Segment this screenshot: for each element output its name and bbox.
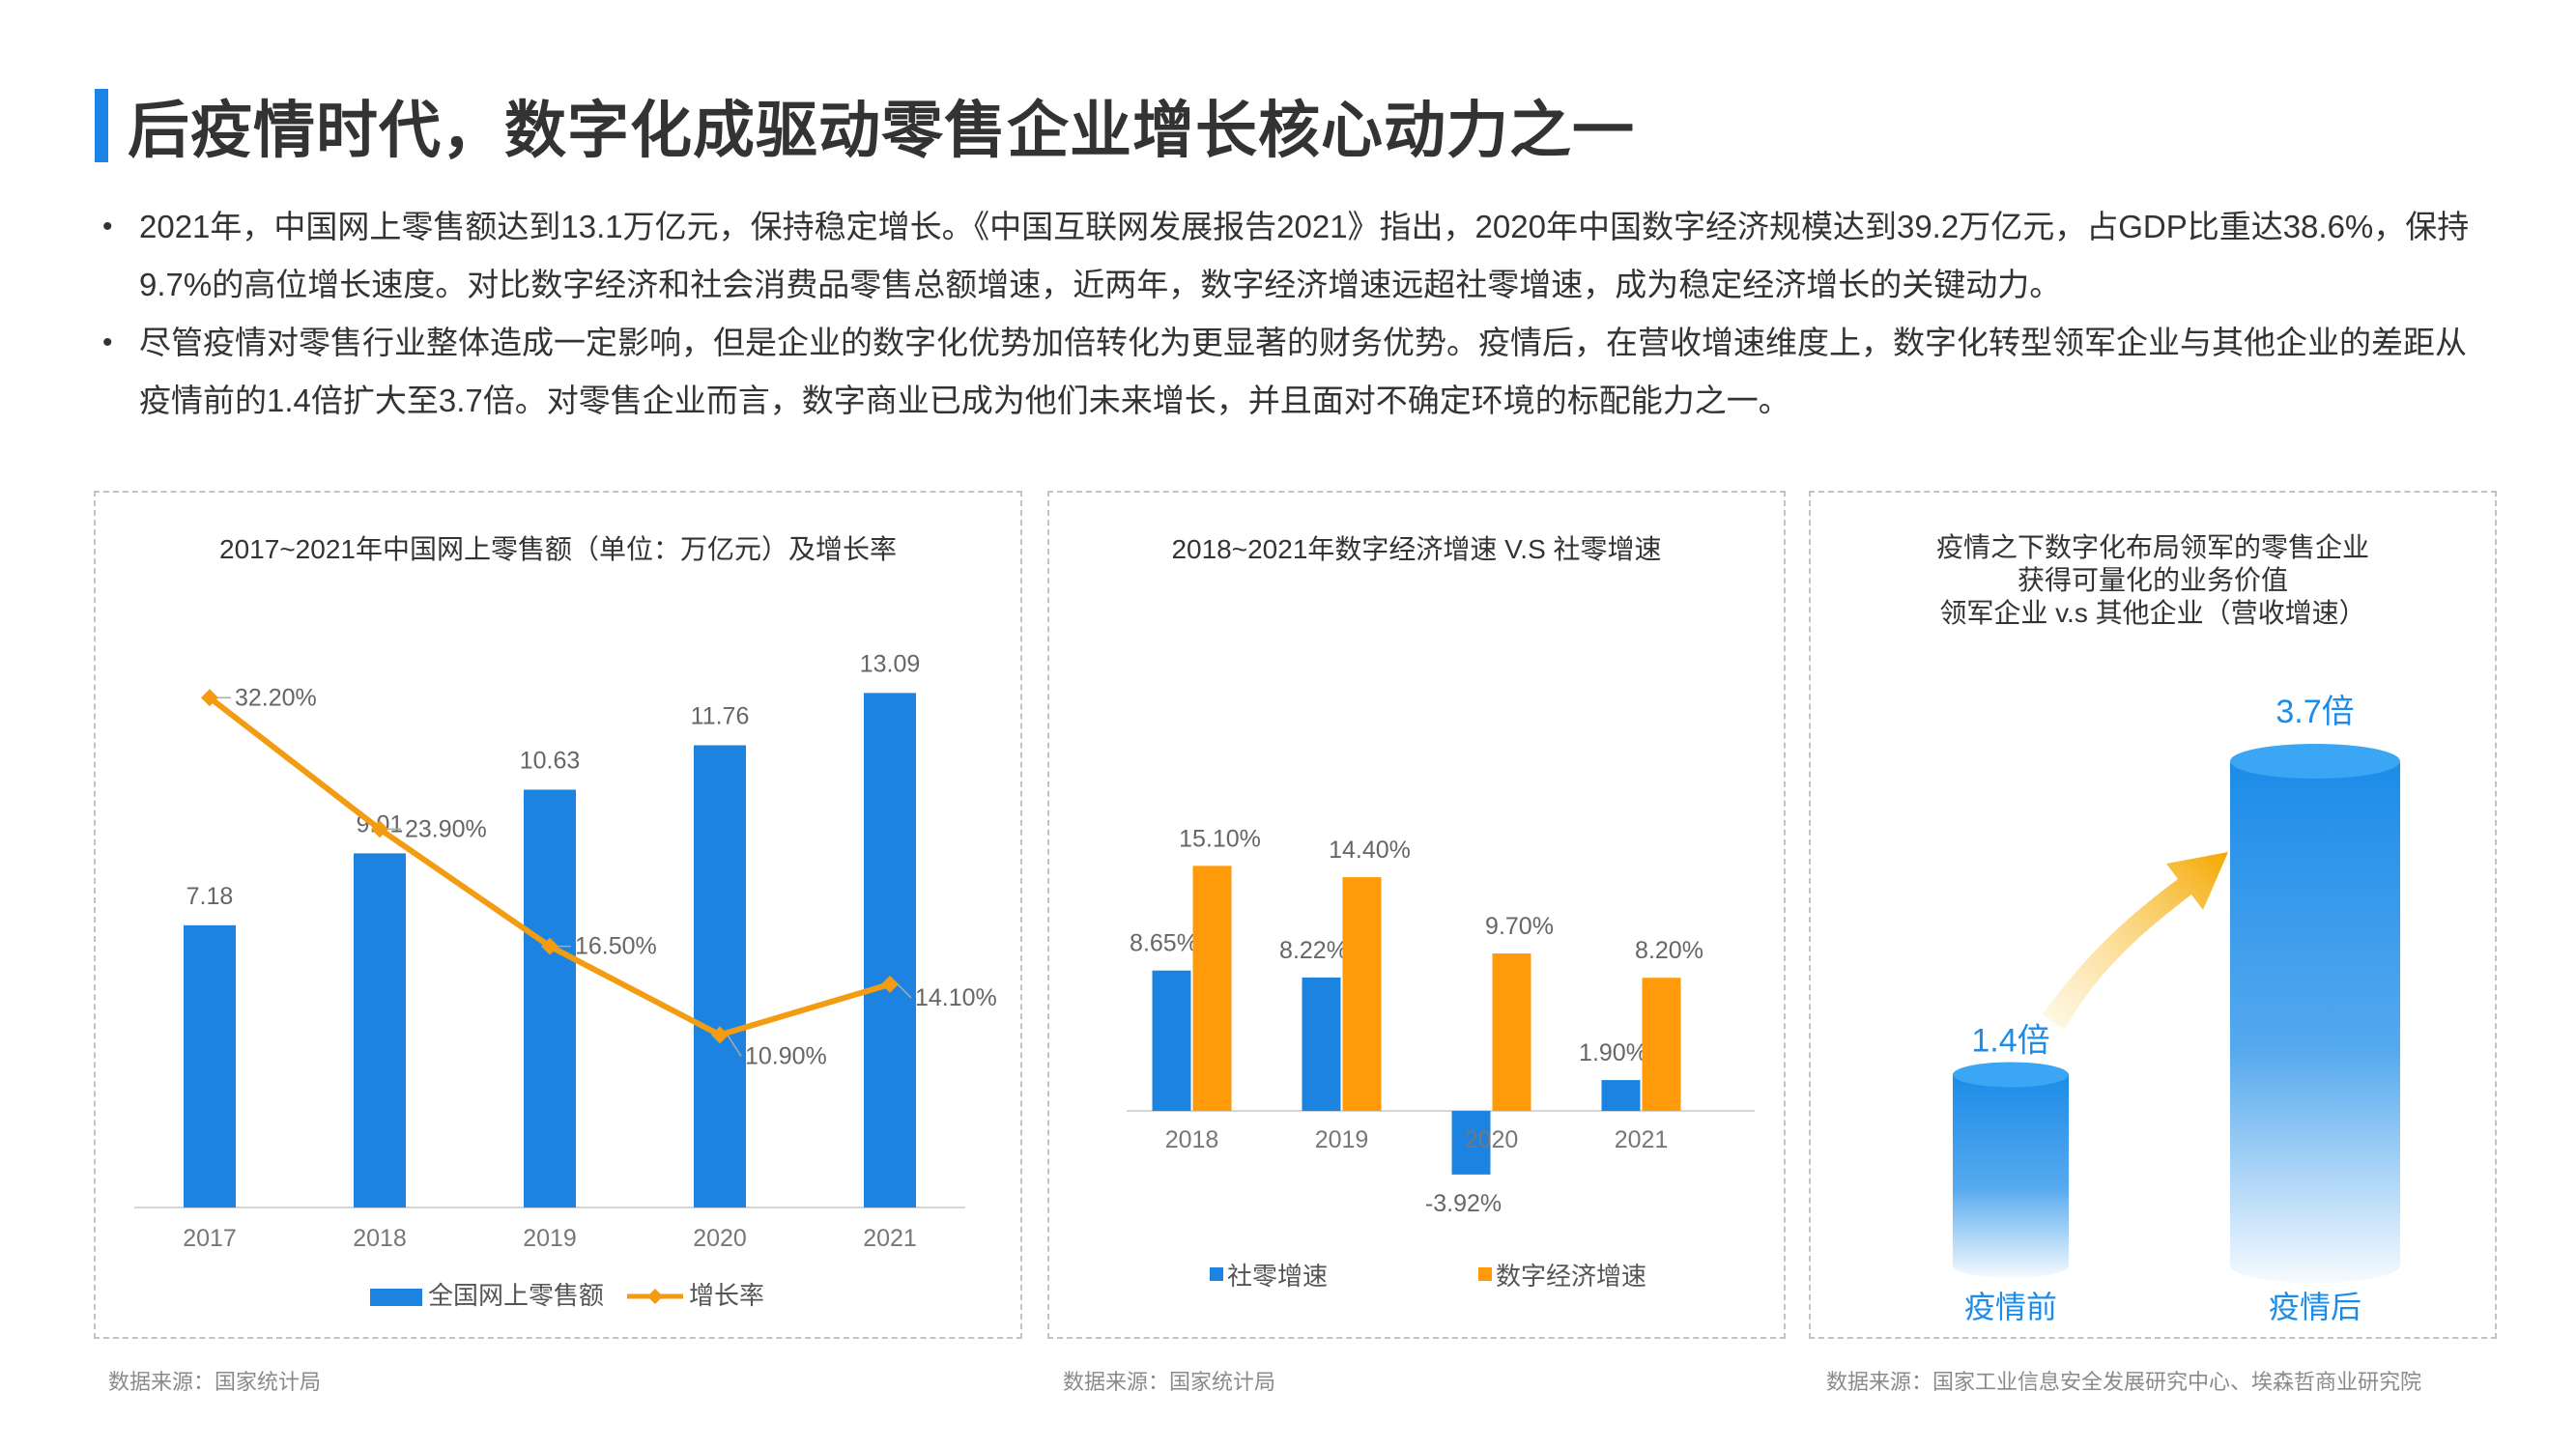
bar xyxy=(1152,970,1191,1111)
x-tick-label: 2021 xyxy=(1615,1126,1669,1153)
x-tick-label: 2021 xyxy=(863,1225,917,1252)
legend-marker xyxy=(647,1289,663,1304)
bullet-text: 2021年，中国网上零售额达到13.1万亿元，保持稳定增长。《中国互联网发展报告… xyxy=(139,209,2470,302)
cylinder-bar xyxy=(2230,761,2400,1283)
chart-title: 2017~2021年中国网上零售额（单位：万亿元）及增长率 xyxy=(219,534,897,564)
line-data-label: 23.90% xyxy=(405,815,487,842)
bullet-item: • 尽管疫情对零售行业整体造成一定影响，但是企业的数字化优势加倍转化为更显著的财… xyxy=(97,314,2493,430)
chart-title-line: 领军企业 v.s 其他企业（营收增速） xyxy=(1939,598,2366,628)
line-marker xyxy=(201,689,218,707)
bar-data-label: -3.92% xyxy=(1425,1190,1502,1217)
bar xyxy=(1642,978,1681,1111)
bar-data-label: 7.18 xyxy=(186,883,234,910)
growth-compare-chart: 8.65% 15.10% 2018 8.22% 14.40% 2019 -3.92% 9.70… xyxy=(1127,825,1755,1291)
x-tick-label: 2020 xyxy=(1465,1126,1519,1153)
leader-value-chart-panel: 疫情之下数字化布局领军的零售企业 获得可量化的业务价值 领军企业 v.s 其他企… xyxy=(1809,491,2497,1339)
online-retail-chart-panel: 2017~2021年中国网上零售额（单位：万亿元）及增长率 7.1820179.… xyxy=(94,491,1022,1339)
line-data-label: 16.50% xyxy=(575,933,657,960)
legend-label: 全国网上零售额 xyxy=(428,1281,604,1310)
bar xyxy=(354,853,406,1208)
cylinder-top xyxy=(1953,1062,2069,1088)
bar xyxy=(1192,866,1232,1111)
legend-label: 增长率 xyxy=(689,1281,764,1310)
bar-data-label: 1.4倍 xyxy=(1971,1022,2049,1059)
chart-title-line: 获得可量化的业务价值 xyxy=(2017,565,2288,595)
x-tick-label: 2017 xyxy=(183,1225,237,1252)
source-note: 数据来源：国家工业信息安全发展研究中心、埃森哲商业研究院 xyxy=(1826,1370,2422,1394)
line-marker xyxy=(711,1026,729,1044)
bar xyxy=(184,924,236,1208)
bar xyxy=(524,789,576,1208)
online-retail-chart: 7.1820179.01201810.63201911.76202013.092… xyxy=(134,650,997,1310)
chart-title: 2018~2021年数字经济增速 V.S 社零增速 xyxy=(1171,534,1662,564)
bar xyxy=(1342,877,1382,1111)
bar-data-label: 8.20% xyxy=(1635,937,1703,964)
label-leader xyxy=(897,983,912,999)
x-tick-label: 2019 xyxy=(523,1225,577,1252)
line-data-label: 10.90% xyxy=(745,1042,827,1069)
bar-data-label: 1.90% xyxy=(1579,1039,1647,1066)
page-title: 后疫情时代，数字化成驱动零售企业增长核心动力之一 xyxy=(128,96,1635,165)
bar-data-label: 14.40% xyxy=(1329,837,1411,864)
bar xyxy=(1601,1080,1641,1111)
x-tick-label: 2018 xyxy=(1165,1126,1219,1153)
label-leader xyxy=(727,1034,742,1057)
bullet-item: • 2021年，中国网上零售额达到13.1万亿元，保持稳定增长。《中国互联网发展… xyxy=(97,198,2493,314)
bar xyxy=(864,693,916,1208)
legend-swatch xyxy=(1478,1267,1492,1281)
line-data-label: 32.20% xyxy=(235,684,317,711)
legend-label: 数字经济增速 xyxy=(1496,1262,1646,1291)
bullet-list: • 2021年，中国网上零售额达到13.1万亿元，保持稳定增长。《中国互联网发展… xyxy=(97,198,2493,430)
x-tick-label: 2018 xyxy=(353,1225,407,1252)
line-marker xyxy=(541,937,558,955)
bar-data-label: 3.7倍 xyxy=(2275,694,2354,730)
legend-label: 社零增速 xyxy=(1227,1262,1328,1291)
line-marker xyxy=(371,820,388,838)
bar xyxy=(1451,1111,1491,1175)
x-tick-label: 2020 xyxy=(693,1225,747,1252)
growth-arrow xyxy=(2043,852,2228,1030)
bar xyxy=(694,745,746,1208)
title-accent-bar xyxy=(95,89,108,162)
legend-swatch xyxy=(370,1289,422,1306)
source-note: 数据来源：国家统计局 xyxy=(1063,1370,1276,1394)
bar-data-label: 8.22% xyxy=(1279,937,1348,964)
bullet-dot: • xyxy=(102,211,113,242)
bar-data-label: 13.09 xyxy=(860,650,921,677)
bar xyxy=(1302,977,1341,1111)
cylinder-bar xyxy=(1953,1074,2069,1278)
x-tick-label: 疫情后 xyxy=(2269,1290,2361,1324)
bar-data-label: 15.10% xyxy=(1179,825,1261,852)
bar-data-label: 10.63 xyxy=(520,747,581,774)
bar xyxy=(1492,953,1531,1111)
bar-data-label: 11.76 xyxy=(691,702,750,729)
bar-data-label: 8.65% xyxy=(1130,930,1198,957)
source-note: 数据来源：国家统计局 xyxy=(108,1370,322,1394)
x-tick-label: 2019 xyxy=(1315,1126,1369,1153)
cylinder-top xyxy=(2230,744,2400,779)
growth-compare-chart-panel: 2018~2021年数字经济增速 V.S 社零增速 8.65% 15.10% 201… xyxy=(1047,491,1786,1339)
legend-swatch xyxy=(1210,1267,1223,1281)
bullet-dot: • xyxy=(102,327,113,358)
chart-title-line: 疫情之下数字化布局领军的零售企业 xyxy=(1935,532,2369,562)
bullet-text: 尽管疫情对零售行业整体造成一定影响，但是企业的数字化优势加倍转化为更显著的财务优… xyxy=(139,325,2467,418)
line-data-label: 14.10% xyxy=(915,984,997,1011)
x-tick-label: 疫情前 xyxy=(1964,1290,2057,1324)
bar-data-label: 9.70% xyxy=(1485,913,1554,940)
